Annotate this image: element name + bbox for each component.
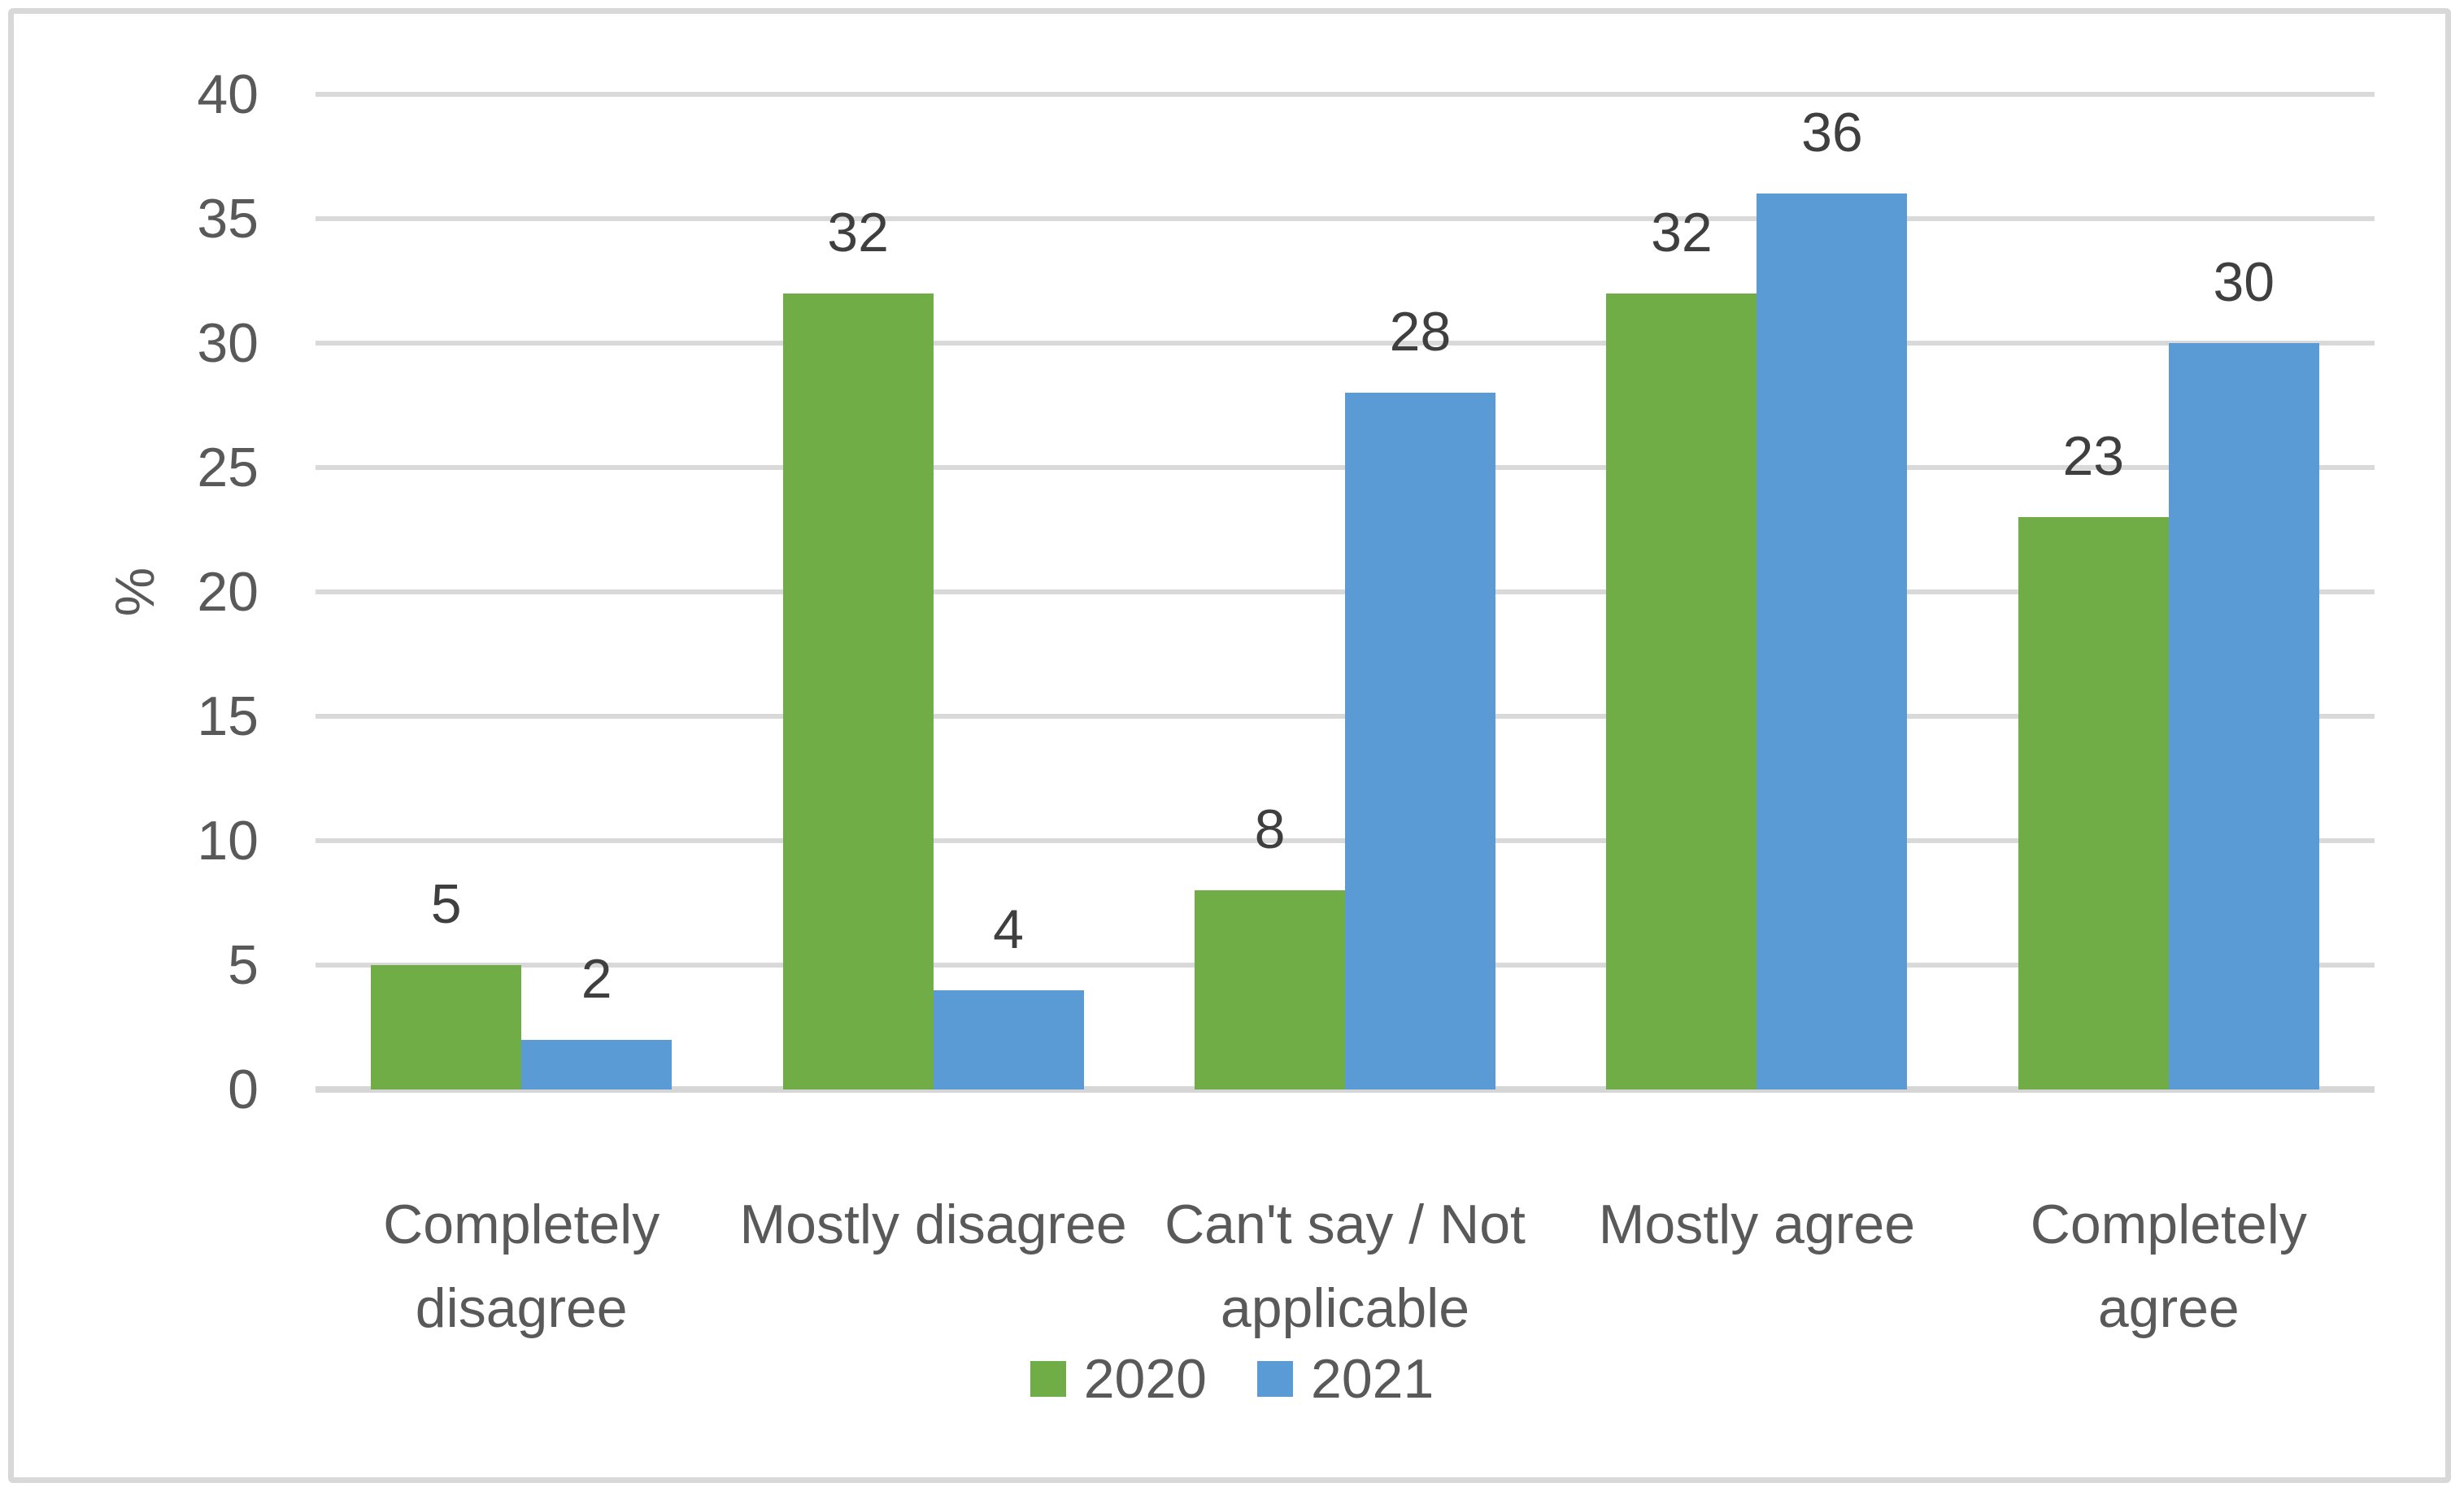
- bar-2020-mostly-agree: [1606, 293, 1757, 1089]
- y-tick-10: 10: [197, 810, 259, 872]
- gridline-30: [316, 341, 2375, 346]
- category-label-mostly-agree: Mostly agree: [1598, 1194, 1916, 1255]
- data-label-2020-completely-agree: 23: [2062, 425, 2125, 488]
- data-label-2021-completely-agree: 30: [2213, 251, 2275, 313]
- y-tick-20: 20: [197, 561, 259, 623]
- legend-item-2021: 2021: [1257, 1347, 1434, 1411]
- y-tick-5: 5: [228, 934, 259, 996]
- data-label-2020-mostly-disagree: 32: [827, 201, 889, 263]
- y-axis-title: %: [104, 567, 166, 617]
- legend: 2020 2021: [0, 1342, 2464, 1416]
- bar-2021-completely-disagree: [521, 1039, 673, 1089]
- legend-label-2020: 2020: [1083, 1348, 1207, 1410]
- y-tick-15: 15: [197, 685, 259, 747]
- data-label-2020-completely-disagree: 5: [430, 873, 462, 935]
- bar-2021-completely-agree: [2168, 343, 2319, 1089]
- data-label-2020-mostly-agree: 32: [1651, 201, 1713, 263]
- legend-swatch-2020: [1030, 1361, 1066, 1397]
- category-label-can-t-say-not-applicable: Can't say / Not applicable: [1165, 1194, 1526, 1339]
- data-label-2021-can-t-say-not-applicable: 28: [1389, 301, 1452, 363]
- legend-swatch-2021: [1257, 1361, 1293, 1397]
- data-label-2021-completely-disagree: 2: [581, 947, 612, 1010]
- chart-frame: [8, 8, 2451, 1483]
- bar-2020-completely-agree: [2018, 517, 2169, 1089]
- y-tick-35: 35: [197, 188, 259, 250]
- y-tick-25: 25: [197, 437, 259, 498]
- category-label-completely-disagree: Completely disagree: [383, 1194, 660, 1339]
- bar-2021-mostly-disagree: [933, 989, 1084, 1089]
- y-tick-0: 0: [228, 1059, 259, 1120]
- bar-2020-can-t-say-not-applicable: [1195, 890, 1345, 1089]
- data-label-2021-mostly-disagree: 4: [993, 898, 1024, 960]
- legend-item-2020: 2020: [1030, 1347, 1207, 1411]
- bar-2021-mostly-agree: [1757, 194, 1908, 1089]
- bar-2020-completely-disagree: [371, 965, 522, 1089]
- bar-2020-mostly-disagree: [782, 293, 934, 1089]
- data-label-2021-mostly-agree: 36: [1801, 102, 1863, 164]
- gridline-35: [316, 216, 2375, 221]
- y-tick-30: 30: [197, 312, 259, 374]
- x-axis-line: [316, 1086, 2375, 1093]
- category-label-mostly-disagree: Mostly disagree: [739, 1194, 1127, 1255]
- legend-label-2021: 2021: [1311, 1348, 1434, 1410]
- data-label-2020-can-t-say-not-applicable: 8: [1254, 798, 1286, 861]
- bar-2021-can-t-say-not-applicable: [1345, 393, 1495, 1089]
- category-label-completely-agree: Completely agree: [2030, 1194, 2307, 1339]
- gridline-40: [316, 92, 2375, 97]
- y-tick-40: 40: [197, 63, 259, 125]
